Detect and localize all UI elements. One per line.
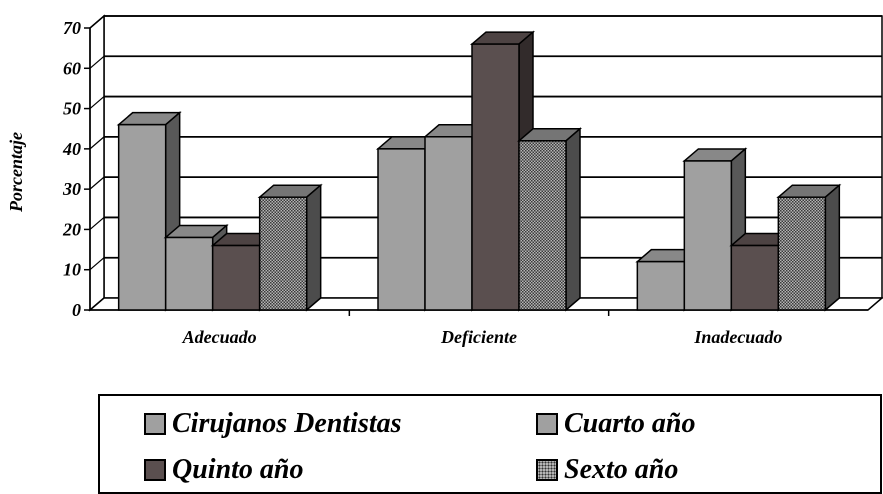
gridline-diag <box>89 55 105 69</box>
bar-deficiente-series-2 <box>424 136 473 311</box>
legend-item-series-3: Quinto año <box>144 452 304 488</box>
legend-item-series-4: Sexto año <box>536 452 678 488</box>
legend-label-series-2: Cuarto año <box>564 408 696 439</box>
bar-adecuado-series-3 <box>211 244 261 311</box>
y-tick-label: 20 <box>62 219 81 239</box>
gridline-diag <box>89 176 105 190</box>
bar-chart: 0 10 20 30 40 50 60 70 Adecuado Deficiente Inadecu… <box>6 14 883 347</box>
legend-swatch-series-1 <box>144 413 166 435</box>
legend-label-series-4: Sexto año <box>564 454 679 485</box>
legend-swatch-series-3 <box>144 459 166 481</box>
bar-deficiente-series-3 <box>471 43 520 311</box>
bar-inadecuado-series-4-side <box>824 183 841 312</box>
legend-swatch-series-4 <box>536 459 558 481</box>
side-wall <box>89 14 105 312</box>
y-tick-label: 0 <box>72 300 81 320</box>
bar-adecuado-series-2 <box>164 236 214 311</box>
bar-deficiente-series-4 <box>518 140 567 311</box>
bar-inadecuado-series-1 <box>636 260 686 311</box>
y-axis-label: Porcentaje <box>6 132 26 213</box>
legend-swatch-series-2 <box>536 413 558 435</box>
legend-label-series-1: Cirujanos Dentistas <box>172 408 402 439</box>
y-tick-label: 60 <box>63 58 81 78</box>
y-tick-label: 50 <box>63 99 81 119</box>
gridline-diag <box>89 15 105 29</box>
legend-label-series-3: Quinto año <box>172 454 304 485</box>
legend: Cirujanos Dentistas Cuarto año Quinto añ… <box>98 394 882 494</box>
bar-inadecuado-series-3 <box>730 244 780 311</box>
gridline-diag <box>89 136 105 150</box>
gridline-diag <box>89 96 105 110</box>
bar-deficiente-series-1 <box>377 148 426 311</box>
bar-deficiente-series-4-side <box>565 127 581 312</box>
y-tick-label: 40 <box>62 139 81 159</box>
bar-inadecuado-series-2 <box>683 160 733 311</box>
x-tick-label: Deficiente <box>440 327 517 347</box>
x-tick-label: Inadecuado <box>693 327 782 347</box>
legend-item-series-1: Cirujanos Dentistas <box>144 406 402 442</box>
bar-adecuado-series-1 <box>117 123 167 311</box>
gridline-diag <box>89 257 105 271</box>
bar-inadecuado-series-4 <box>777 196 827 311</box>
y-tick-label: 70 <box>63 18 81 38</box>
y-tick-label: 30 <box>62 179 81 199</box>
y-tick-label: 10 <box>63 260 81 280</box>
legend-item-series-2: Cuarto año <box>536 406 696 442</box>
bar-adecuado-series-4 <box>258 196 308 311</box>
bar-adecuado-series-4-side <box>305 183 322 312</box>
x-tick-label: Adecuado <box>182 327 257 347</box>
gridline-diag <box>89 216 105 230</box>
